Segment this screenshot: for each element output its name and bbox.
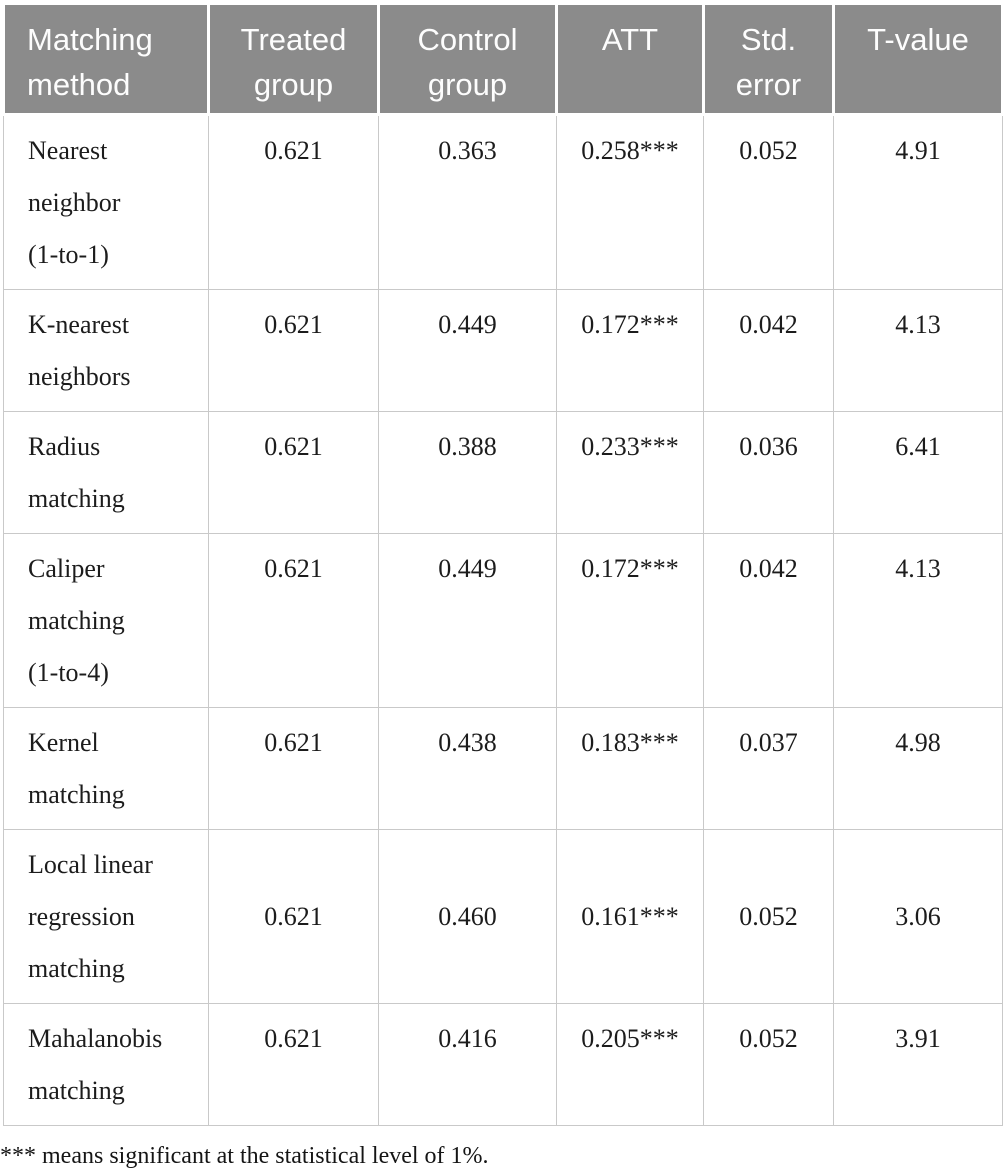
cell-control-group: 0.363 [378,114,557,290]
column-header-att: ATT [555,2,705,116]
cell-std-error: 0.042 [703,289,834,412]
cell-treated-group: 0.621 [208,1003,379,1126]
cell-att: 0.183*** [556,707,704,830]
column-header-treated-group: Treated group [207,2,380,116]
table-row: Radius matching 0.621 0.388 0.233*** 0.0… [3,411,1003,534]
cell-std-error: 0.052 [703,829,834,1004]
cell-control-group: 0.416 [378,1003,557,1126]
cell-t-value: 3.06 [833,829,1003,1004]
cell-att: 0.205*** [556,1003,704,1126]
cell-control-group: 0.449 [378,289,557,412]
cell-treated-group: 0.621 [208,533,379,708]
cell-method: K-nearest neighbors [3,289,209,412]
cell-std-error: 0.042 [703,533,834,708]
table-row: Local linear regression matching 0.621 0… [3,829,1003,1004]
table-row: Caliper matching (1-to-4) 0.621 0.449 0.… [3,533,1003,708]
table-row: Kernel matching 0.621 0.438 0.183*** 0.0… [3,707,1003,830]
column-header-control-group: Control group [377,2,558,116]
cell-att: 0.172*** [556,289,704,412]
significance-footnote: *** means significant at the statistical… [0,1143,489,1169]
cell-att: 0.172*** [556,533,704,708]
cell-att: 0.161*** [556,829,704,1004]
header-row: Matching method Treated group Control gr… [2,2,1004,116]
cell-std-error: 0.052 [703,1003,834,1126]
cell-t-value: 4.91 [833,114,1003,290]
cell-method: Mahalanobis matching [3,1003,209,1126]
cell-treated-group: 0.621 [208,707,379,830]
cell-method: Local linear regression matching [3,829,209,1004]
cell-t-value: 4.13 [833,289,1003,412]
cell-att: 0.258*** [556,114,704,290]
cell-method: Nearest neighbor (1-to-1) [3,114,209,290]
cell-t-value: 4.13 [833,533,1003,708]
column-header-std-error: Std. error [702,2,835,116]
cell-control-group: 0.438 [378,707,557,830]
column-header-matching-method: Matching method [2,2,210,116]
column-header-t-value: T-value [832,2,1004,116]
cell-control-group: 0.388 [378,411,557,534]
cell-t-value: 3.91 [833,1003,1003,1126]
cell-control-group: 0.460 [378,829,557,1004]
cell-treated-group: 0.621 [208,829,379,1004]
cell-std-error: 0.037 [703,707,834,830]
cell-treated-group: 0.621 [208,411,379,534]
table-row: Nearest neighbor (1-to-1) 0.621 0.363 0.… [3,114,1003,290]
cell-method: Radius matching [3,411,209,534]
cell-att: 0.233*** [556,411,704,534]
cell-control-group: 0.449 [378,533,557,708]
table-row: K-nearest neighbors 0.621 0.449 0.172***… [3,289,1003,412]
results-table: Matching method Treated group Control gr… [2,2,1004,1126]
cell-t-value: 4.98 [833,707,1003,830]
cell-treated-group: 0.621 [208,114,379,290]
table-body: Nearest neighbor (1-to-1) 0.621 0.363 0.… [3,114,1003,1126]
cell-method: Kernel matching [3,707,209,830]
cell-treated-group: 0.621 [208,289,379,412]
table-header: Matching method Treated group Control gr… [2,2,1004,116]
cell-std-error: 0.036 [703,411,834,534]
table-row: Mahalanobis matching 0.621 0.416 0.205**… [3,1003,1003,1126]
cell-std-error: 0.052 [703,114,834,290]
page: Matching method Treated group Control gr… [2,2,1004,1126]
cell-t-value: 6.41 [833,411,1003,534]
cell-method: Caliper matching (1-to-4) [3,533,209,708]
